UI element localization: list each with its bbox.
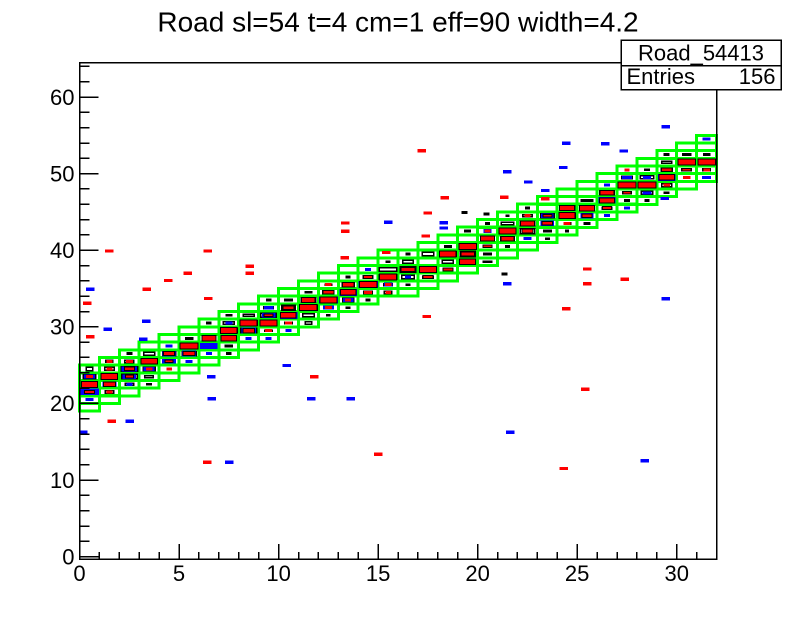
svg-text:5: 5: [173, 561, 185, 586]
svg-text:Entries: Entries: [627, 64, 695, 89]
svg-text:60: 60: [50, 85, 74, 110]
svg-text:0: 0: [73, 561, 85, 586]
svg-text:20: 20: [465, 561, 489, 586]
svg-text:10: 10: [50, 468, 74, 493]
svg-text:15: 15: [366, 561, 390, 586]
svg-text:156: 156: [739, 64, 776, 89]
svg-text:Road sl=54 t=4 cm=1 eff=90 wid: Road sl=54 t=4 cm=1 eff=90 width=4.2: [157, 7, 638, 38]
svg-text:50: 50: [50, 161, 74, 186]
svg-text:40: 40: [50, 238, 74, 263]
svg-text:Road_54413: Road_54413: [638, 41, 764, 66]
svg-text:0: 0: [62, 544, 74, 569]
svg-text:30: 30: [664, 561, 688, 586]
svg-text:10: 10: [266, 561, 290, 586]
svg-text:25: 25: [565, 561, 589, 586]
svg-text:30: 30: [50, 315, 74, 340]
svg-text:20: 20: [50, 391, 74, 416]
